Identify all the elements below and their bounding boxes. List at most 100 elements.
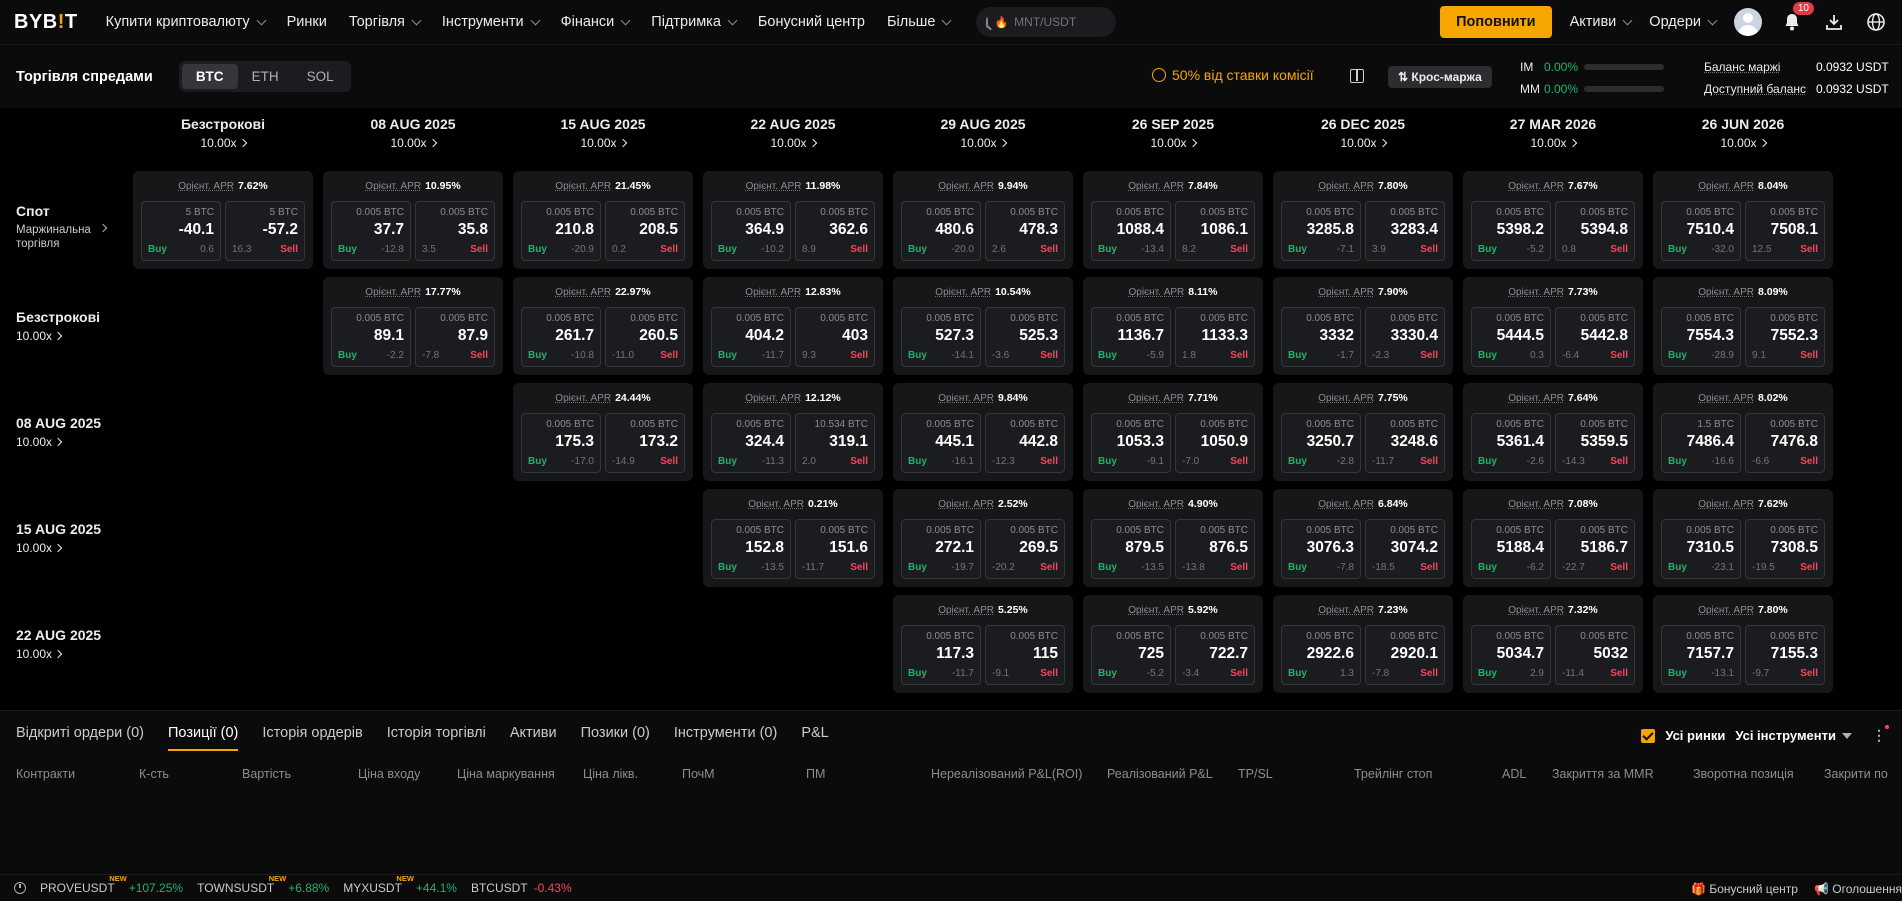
sell-button[interactable]: 0.005 BTC 5442.8 -6.4 Sell <box>1555 307 1635 367</box>
buy-button[interactable]: 0.005 BTC 37.7 Buy -12.8 <box>331 201 411 261</box>
deposit-button[interactable]: Поповнити <box>1440 6 1552 38</box>
row-leverage[interactable]: 10.00x <box>16 541 101 555</box>
buy-button[interactable]: 0.005 BTC 480.6 Buy -20.0 <box>901 201 981 261</box>
nav-item[interactable]: Бонусний центр <box>758 14 865 30</box>
positions-tab[interactable]: Активи <box>509 725 557 741</box>
column-header[interactable]: 26 JUN 2026 10.00x <box>1653 116 1833 150</box>
search-box[interactable]: 🔥 <box>976 7 1117 37</box>
buy-button[interactable]: 0.005 BTC 879.5 Buy -13.5 <box>1091 519 1171 579</box>
buy-button[interactable]: 0.005 BTC 3076.3 Buy -7.8 <box>1281 519 1361 579</box>
column-header[interactable]: 08 AUG 2025 10.00x <box>323 116 503 150</box>
nav-item[interactable]: Підтримка <box>651 14 738 30</box>
nav-item[interactable]: Ринки <box>287 14 327 30</box>
nav-item[interactable]: Більше <box>887 14 952 30</box>
column-leverage[interactable]: 10.00x <box>513 136 693 150</box>
column-leverage[interactable]: 10.00x <box>1653 136 1833 150</box>
row-leverage[interactable]: 10.00x <box>16 329 100 343</box>
buy-button[interactable]: 0.005 BTC 5188.4 Buy -6.2 <box>1471 519 1551 579</box>
sell-button[interactable]: 0.005 BTC 3283.4 3.9 Sell <box>1365 201 1445 261</box>
orders-menu[interactable]: Ордери <box>1649 14 1718 30</box>
search-input[interactable] <box>1014 15 1115 29</box>
ticker-item[interactable]: MYXUSDT NEW +44.1% <box>343 874 457 895</box>
sell-button[interactable]: 0.005 BTC 3074.2 -18.5 Sell <box>1365 519 1445 579</box>
nav-item[interactable]: Фінанси <box>561 14 631 30</box>
sell-button[interactable]: 0.005 BTC 7476.8 -6.6 Sell <box>1745 413 1825 473</box>
nav-item[interactable]: Торгівля <box>349 14 422 30</box>
row-header[interactable]: Безстрокові 10.00x <box>16 309 100 343</box>
cross-margin-button[interactable]: ⇅ Крос-маржа <box>1388 66 1492 88</box>
language-button[interactable] <box>1864 10 1888 34</box>
positions-tab[interactable]: P&L <box>801 725 829 741</box>
buy-button[interactable]: 0.005 BTC 5034.7 Buy 2.9 <box>1471 625 1551 685</box>
sell-button[interactable]: 5 BTC -57.2 16.3 Sell <box>225 201 305 261</box>
notifications-button[interactable]: 10 <box>1780 2 1814 34</box>
sell-button[interactable]: 0.005 BTC 5186.7 -22.7 Sell <box>1555 519 1635 579</box>
announcements-link[interactable]: 📢 Оголошення <box>1813 881 1902 896</box>
buy-button[interactable]: 0.005 BTC 210.8 Buy -20.9 <box>521 201 601 261</box>
positions-tab[interactable]: Позиції (0) <box>168 725 239 751</box>
sell-button[interactable]: 0.005 BTC 403 9.3 Sell <box>795 307 875 367</box>
download-button[interactable] <box>1822 10 1846 34</box>
buy-button[interactable]: 0.005 BTC 175.3 Buy -17.0 <box>521 413 601 473</box>
positions-tab[interactable]: Історія ордерів <box>262 725 363 741</box>
buy-button[interactable]: 0.005 BTC 261.7 Buy -10.8 <box>521 307 601 367</box>
row-leverage[interactable]: 10.00x <box>16 435 101 449</box>
column-leverage[interactable]: 10.00x <box>1463 136 1643 150</box>
nav-item[interactable]: Інструменти <box>442 14 541 30</box>
column-header[interactable]: 26 SEP 2025 10.00x <box>1083 116 1263 150</box>
sell-button[interactable]: 0.005 BTC 7308.5 -19.5 Sell <box>1745 519 1825 579</box>
sell-button[interactable]: 0.005 BTC 1086.1 8.2 Sell <box>1175 201 1255 261</box>
buy-button[interactable]: 0.005 BTC 324.4 Buy -11.3 <box>711 413 791 473</box>
buy-button[interactable]: 0.005 BTC 445.1 Buy -16.1 <box>901 413 981 473</box>
ticker-item[interactable]: PROVEUSDT NEW +107.25% <box>40 874 183 895</box>
sell-button[interactable]: 0.005 BTC 5359.5 -14.3 Sell <box>1555 413 1635 473</box>
positions-tab[interactable]: Відкриті ордери (0) <box>16 725 144 741</box>
buy-button[interactable]: 0.005 BTC 3250.7 Buy -2.8 <box>1281 413 1361 473</box>
column-leverage[interactable]: 10.00x <box>703 136 883 150</box>
buy-button[interactable]: 0.005 BTC 3332 Buy -1.7 <box>1281 307 1361 367</box>
sell-button[interactable]: 0.005 BTC 208.5 0.2 Sell <box>605 201 685 261</box>
buy-button[interactable]: 0.005 BTC 404.2 Buy -11.7 <box>711 307 791 367</box>
sell-button[interactable]: 0.005 BTC 260.5 -11.0 Sell <box>605 307 685 367</box>
coin-tab[interactable]: SOL <box>306 69 334 84</box>
sell-button[interactable]: 0.005 BTC 87.9 -7.8 Sell <box>415 307 495 367</box>
sell-button[interactable]: 0.005 BTC 173.2 -14.9 Sell <box>605 413 685 473</box>
positions-tab[interactable]: Історія торгівлі <box>386 725 486 741</box>
buy-button[interactable]: 1.5 BTC 7486.4 Buy -16.6 <box>1661 413 1741 473</box>
column-header[interactable]: 15 AUG 2025 10.00x <box>513 116 693 150</box>
sell-button[interactable]: 0.005 BTC 2920.1 -7.8 Sell <box>1365 625 1445 685</box>
buy-button[interactable]: 0.005 BTC 117.3 Buy -11.7 <box>901 625 981 685</box>
sell-button[interactable]: 0.005 BTC 1133.3 1.8 Sell <box>1175 307 1255 367</box>
column-header[interactable]: Безстрокові 10.00x <box>133 116 313 150</box>
buy-button[interactable]: 0.005 BTC 272.1 Buy -19.7 <box>901 519 981 579</box>
column-header[interactable]: 22 AUG 2025 10.00x <box>703 116 883 150</box>
all-markets-checkbox[interactable] <box>1641 728 1656 743</box>
sell-button[interactable]: 0.005 BTC 5032 -11.4 Sell <box>1555 625 1635 685</box>
coin-tab[interactable]: ETH <box>251 69 279 84</box>
column-leverage[interactable]: 10.00x <box>893 136 1073 150</box>
buy-button[interactable]: 0.005 BTC 152.8 Buy -13.5 <box>711 519 791 579</box>
sell-button[interactable]: 0.005 BTC 362.6 8.9 Sell <box>795 201 875 261</box>
buy-button[interactable]: 0.005 BTC 7310.5 Buy -23.1 <box>1661 519 1741 579</box>
sell-button[interactable]: 0.005 BTC 525.3 -3.6 Sell <box>985 307 1065 367</box>
positions-tab[interactable]: Інструменти (0) <box>673 725 778 741</box>
sell-button[interactable]: 0.005 BTC 1050.9 -7.0 Sell <box>1175 413 1255 473</box>
buy-button[interactable]: 0.005 BTC 5398.2 Buy -5.2 <box>1471 201 1551 261</box>
buy-button[interactable]: 0.005 BTC 5361.4 Buy -2.6 <box>1471 413 1551 473</box>
sell-button[interactable]: 0.005 BTC 115 -9.1 Sell <box>985 625 1065 685</box>
buy-button[interactable]: 0.005 BTC 3285.8 Buy -7.1 <box>1281 201 1361 261</box>
sell-button[interactable]: 0.005 BTC 5394.8 0.8 Sell <box>1555 201 1635 261</box>
sell-button[interactable]: 0.005 BTC 876.5 -13.8 Sell <box>1175 519 1255 579</box>
buy-button[interactable]: 0.005 BTC 1136.7 Buy -5.9 <box>1091 307 1171 367</box>
buy-button[interactable]: 0.005 BTC 364.9 Buy -10.2 <box>711 201 791 261</box>
column-leverage[interactable]: 10.00x <box>1083 136 1263 150</box>
positions-tab[interactable]: Позики (0) <box>580 725 650 741</box>
row-leverage[interactable]: 10.00x <box>16 647 101 661</box>
bybit-logo[interactable]: BYB!T <box>14 10 78 33</box>
column-leverage[interactable]: 10.00x <box>133 136 313 150</box>
sell-button[interactable]: 0.005 BTC 3330.4 -2.3 Sell <box>1365 307 1445 367</box>
ticker-item[interactable]: TOWNSUSDT NEW +6.88% <box>197 874 329 895</box>
buy-button[interactable]: 0.005 BTC 89.1 Buy -2.2 <box>331 307 411 367</box>
column-header[interactable]: 29 AUG 2025 10.00x <box>893 116 1073 150</box>
buy-button[interactable]: 0.005 BTC 5444.5 Buy 0.3 <box>1471 307 1551 367</box>
